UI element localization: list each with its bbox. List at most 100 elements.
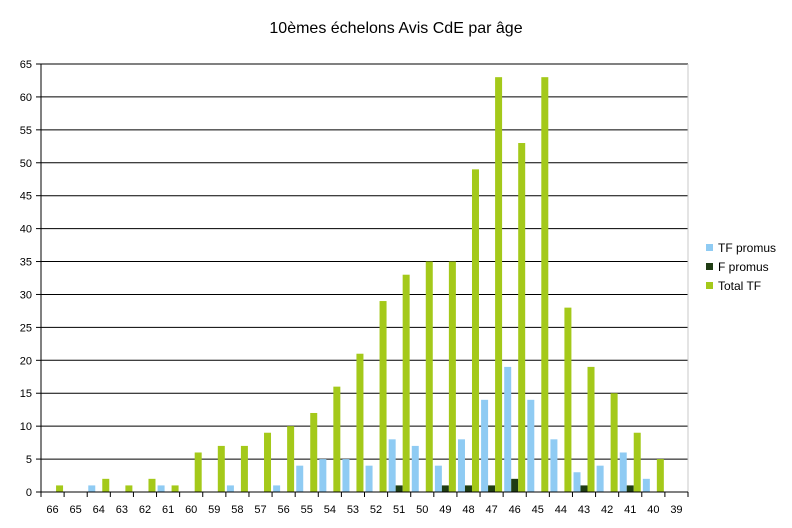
x-tick-label: 59	[208, 504, 220, 516]
bar-f-promus	[488, 485, 496, 492]
legend-label: Total TF	[718, 278, 762, 293]
legend: TF promus F promus Total TF	[706, 238, 776, 295]
bar-tf-promus	[550, 439, 558, 492]
y-tick-label: 20	[20, 355, 32, 367]
bar-tf-promus	[157, 485, 165, 492]
y-tick-label: 45	[20, 191, 32, 203]
bar-tf-promus	[342, 459, 350, 492]
bar-tf-promus	[296, 465, 304, 492]
x-tick-label: 48	[462, 504, 474, 516]
bar-total-tf	[310, 412, 318, 492]
x-tick-label: 60	[185, 504, 197, 516]
x-tick-label: 56	[278, 504, 290, 516]
bar-total-tf	[518, 143, 526, 492]
x-tick-label: 66	[46, 504, 58, 516]
y-tick-label: 65	[20, 59, 32, 71]
legend-swatch	[706, 244, 713, 251]
bar-f-promus	[441, 485, 449, 492]
bar-total-tf	[333, 386, 341, 492]
bar-total-tf	[495, 77, 503, 493]
bar-total-tf	[356, 353, 364, 492]
axes	[36, 63, 689, 497]
x-tick-label: 41	[624, 504, 636, 516]
x-tick-label: 42	[601, 504, 613, 516]
y-tick-label: 60	[20, 92, 32, 104]
x-tick-label: 40	[647, 504, 659, 516]
bar-tf-promus	[481, 399, 489, 492]
bar-total-tf	[656, 459, 664, 492]
x-tick-label: 52	[370, 504, 382, 516]
bar-total-tf	[448, 261, 456, 492]
chart-title: 10èmes échelons Avis CdE par âge	[269, 20, 523, 37]
bar-tf-promus	[88, 485, 96, 492]
bar-total-tf	[402, 274, 410, 492]
bar-total-tf	[287, 426, 295, 492]
legend-swatch	[706, 282, 713, 289]
bars	[56, 77, 664, 493]
x-tick-label: 62	[139, 504, 151, 516]
bar-total-tf	[610, 393, 618, 492]
bar-tf-promus	[226, 485, 234, 492]
bar-total-tf	[471, 169, 479, 492]
bar-total-tf	[217, 445, 225, 492]
x-tick-label: 46	[509, 504, 521, 516]
bar-f-promus	[395, 485, 403, 492]
bar-total-tf	[425, 261, 433, 492]
bar-tf-promus	[434, 465, 442, 492]
bar-tf-promus	[388, 439, 396, 492]
y-tick-label: 35	[20, 257, 32, 269]
bar-total-tf	[541, 77, 549, 493]
legend-label: TF promus	[718, 240, 777, 255]
x-tick-label: 63	[116, 504, 128, 516]
y-tick-label: 0	[26, 487, 32, 499]
bar-total-tf	[379, 301, 387, 492]
bar-total-tf	[587, 366, 595, 492]
x-tick-label: 43	[578, 504, 590, 516]
bar-tf-promus	[273, 485, 281, 492]
legend-item: Total TF	[706, 276, 776, 295]
legend-swatch	[706, 263, 713, 270]
x-tick-label: 61	[162, 504, 174, 516]
x-tick-label: 51	[393, 504, 405, 516]
bar-f-promus	[511, 478, 519, 492]
y-tick-label: 30	[20, 289, 32, 301]
bar-tf-promus	[411, 445, 419, 492]
bar-tf-promus	[642, 478, 650, 492]
bar-tf-promus	[573, 472, 581, 492]
x-tick-label: 64	[93, 504, 105, 516]
bar-tf-promus	[596, 465, 604, 492]
x-tick-label: 39	[670, 504, 682, 516]
y-tick-label: 55	[20, 125, 32, 137]
x-tick-label: 49	[439, 504, 451, 516]
x-tick-label: 45	[532, 504, 544, 516]
y-tick-label: 5	[26, 454, 32, 466]
legend-item: TF promus	[706, 238, 776, 257]
y-tick-label: 15	[20, 388, 32, 400]
bar-tf-promus	[365, 465, 373, 492]
x-tick-label: 55	[301, 504, 313, 516]
bar-total-tf	[56, 485, 64, 492]
x-tick-label: 44	[555, 504, 567, 516]
bar-total-tf	[102, 478, 110, 492]
bar-tf-promus	[619, 452, 627, 492]
x-tick-label: 47	[485, 504, 497, 516]
tick-labels: 0 5 10 15 20 25 30 35 40 45 50 55 60 65 66 65 64 63 62 61 60…	[20, 59, 683, 516]
bar-f-promus	[580, 485, 588, 492]
bar-tf-promus	[319, 459, 327, 492]
bar-tf-promus	[527, 399, 535, 492]
x-tick-label: 65	[70, 504, 82, 516]
y-tick-label: 25	[20, 322, 32, 334]
y-tick-label: 40	[20, 224, 32, 236]
bar-total-tf	[194, 452, 202, 492]
bar-total-tf	[564, 307, 572, 492]
bar-total-tf	[240, 445, 248, 492]
y-tick-label: 10	[20, 421, 32, 433]
x-tick-label: 50	[416, 504, 428, 516]
bar-f-promus	[626, 485, 634, 492]
x-tick-label: 57	[254, 504, 266, 516]
x-tick-label: 53	[347, 504, 359, 516]
x-tick-label: 54	[324, 504, 336, 516]
bar-total-tf	[264, 432, 272, 492]
